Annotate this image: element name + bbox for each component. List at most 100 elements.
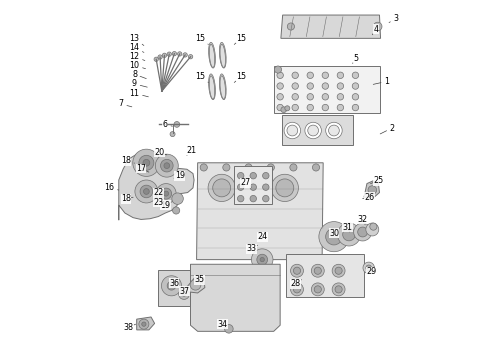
Circle shape xyxy=(292,104,298,111)
Circle shape xyxy=(158,55,162,59)
Text: 38: 38 xyxy=(123,323,136,332)
Circle shape xyxy=(373,22,382,31)
Circle shape xyxy=(358,227,368,237)
Circle shape xyxy=(352,72,359,78)
Text: 3: 3 xyxy=(389,14,398,23)
Circle shape xyxy=(161,188,171,199)
Circle shape xyxy=(154,57,158,62)
Text: 26: 26 xyxy=(363,193,375,202)
Circle shape xyxy=(287,23,294,30)
Bar xyxy=(274,66,380,113)
Circle shape xyxy=(366,265,371,271)
Circle shape xyxy=(337,72,343,78)
Circle shape xyxy=(277,72,283,78)
Circle shape xyxy=(294,286,300,293)
Circle shape xyxy=(260,257,265,262)
Circle shape xyxy=(167,52,171,56)
Ellipse shape xyxy=(209,74,216,100)
Circle shape xyxy=(292,83,298,89)
Circle shape xyxy=(285,106,290,111)
Ellipse shape xyxy=(209,44,215,68)
Text: 14: 14 xyxy=(129,43,144,53)
Circle shape xyxy=(189,55,193,59)
Circle shape xyxy=(224,324,233,333)
Text: 28: 28 xyxy=(291,279,302,288)
Polygon shape xyxy=(186,278,205,293)
Text: 32: 32 xyxy=(358,215,368,225)
Text: 19: 19 xyxy=(174,171,185,180)
Text: 12: 12 xyxy=(129,52,145,61)
Text: 10: 10 xyxy=(129,61,146,70)
Circle shape xyxy=(274,66,282,73)
Circle shape xyxy=(313,164,319,171)
Circle shape xyxy=(190,279,201,290)
Polygon shape xyxy=(137,317,155,330)
Circle shape xyxy=(307,83,314,89)
Circle shape xyxy=(305,122,321,139)
Circle shape xyxy=(183,53,187,57)
Text: 11: 11 xyxy=(129,89,148,98)
Circle shape xyxy=(251,249,273,270)
Circle shape xyxy=(343,228,355,241)
Ellipse shape xyxy=(209,42,216,68)
Circle shape xyxy=(263,195,269,202)
Circle shape xyxy=(144,189,149,194)
Circle shape xyxy=(370,223,377,230)
Text: 34: 34 xyxy=(218,320,228,329)
Text: 24: 24 xyxy=(257,232,267,241)
Circle shape xyxy=(238,184,244,190)
Text: 30: 30 xyxy=(329,229,339,238)
Text: 15: 15 xyxy=(234,72,246,82)
Circle shape xyxy=(314,286,321,293)
Circle shape xyxy=(352,104,359,111)
Polygon shape xyxy=(191,264,280,331)
Circle shape xyxy=(322,72,329,78)
Circle shape xyxy=(142,322,146,326)
Text: 4: 4 xyxy=(372,25,378,35)
Circle shape xyxy=(250,172,256,179)
Text: 16: 16 xyxy=(104,183,119,192)
Circle shape xyxy=(292,94,298,100)
Text: 7: 7 xyxy=(119,99,132,108)
Circle shape xyxy=(179,289,190,300)
Text: 18: 18 xyxy=(121,194,133,203)
Circle shape xyxy=(322,94,329,100)
Circle shape xyxy=(240,174,267,202)
Text: 37: 37 xyxy=(180,287,190,296)
Circle shape xyxy=(208,174,235,202)
Circle shape xyxy=(277,104,283,111)
Circle shape xyxy=(307,72,314,78)
Circle shape xyxy=(368,186,377,194)
Circle shape xyxy=(292,72,298,78)
Circle shape xyxy=(352,94,359,100)
Circle shape xyxy=(366,223,379,236)
Circle shape xyxy=(167,282,176,290)
Circle shape xyxy=(177,52,182,56)
Circle shape xyxy=(135,180,158,203)
Text: 5: 5 xyxy=(353,54,359,63)
Circle shape xyxy=(200,164,207,171)
Text: 15: 15 xyxy=(195,72,208,82)
Circle shape xyxy=(290,164,297,171)
Circle shape xyxy=(308,125,319,136)
Circle shape xyxy=(319,222,349,252)
Text: 2: 2 xyxy=(380,123,394,134)
Text: 25: 25 xyxy=(370,176,384,185)
Text: 31: 31 xyxy=(342,223,352,232)
Circle shape xyxy=(335,286,342,293)
Ellipse shape xyxy=(209,76,215,99)
Circle shape xyxy=(326,228,342,245)
Circle shape xyxy=(335,267,342,274)
Circle shape xyxy=(307,104,314,111)
Circle shape xyxy=(133,149,160,176)
Circle shape xyxy=(287,125,298,136)
Circle shape xyxy=(352,83,359,89)
Circle shape xyxy=(332,264,345,277)
Circle shape xyxy=(326,122,342,139)
Text: 1: 1 xyxy=(373,77,389,86)
Circle shape xyxy=(172,193,183,204)
Circle shape xyxy=(311,283,324,296)
Circle shape xyxy=(354,223,371,241)
Circle shape xyxy=(322,83,329,89)
Polygon shape xyxy=(158,270,191,306)
